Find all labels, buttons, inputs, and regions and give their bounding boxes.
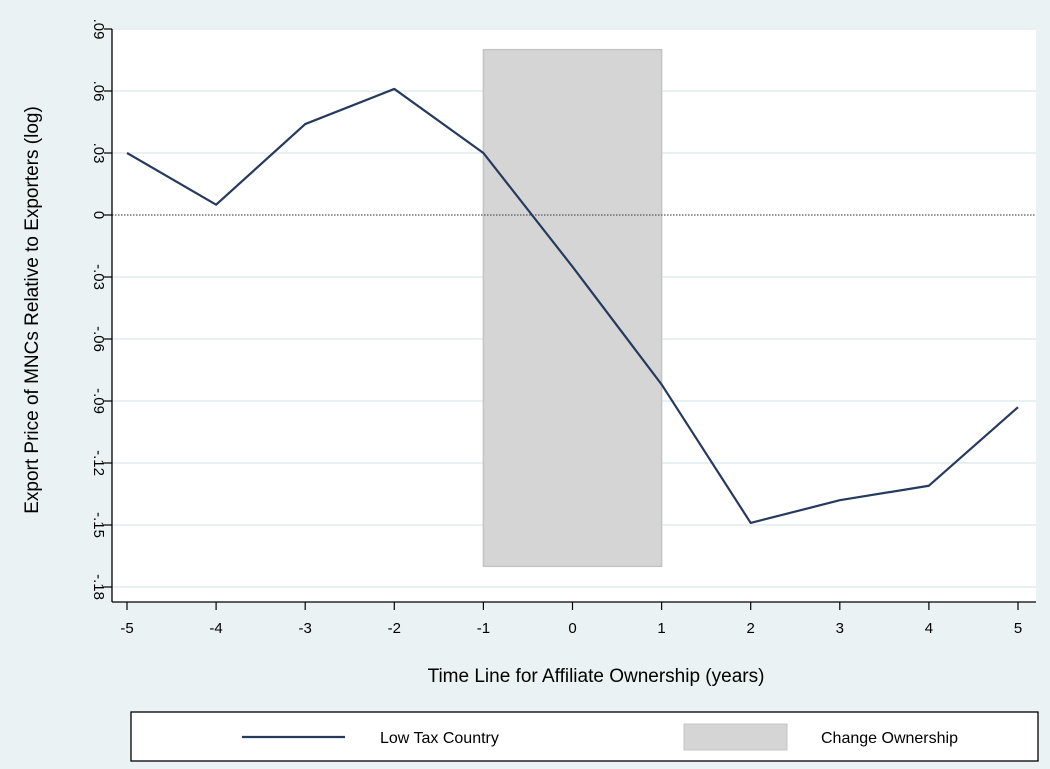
shaded-region-layer: [482, 48, 663, 568]
y-tick-label: .09: [90, 19, 107, 40]
series-layer: [126, 87, 1019, 525]
x-tick-label: 4: [925, 620, 933, 637]
y-tick-label: 0: [90, 211, 107, 219]
y-tick-label: -.15: [90, 512, 107, 538]
x-tick-label: -2: [388, 620, 401, 637]
legend: Low Tax Country Change Ownership: [130, 711, 1039, 762]
x-tick-label: -4: [209, 620, 222, 637]
x-tick-label: -1: [477, 620, 490, 637]
x-tick-label: 2: [747, 620, 755, 637]
legend-label-change-ownership: Change Ownership: [821, 730, 958, 747]
y-tick-label: -.06: [90, 326, 107, 352]
series-line-low-tax-country: [126, 87, 1019, 525]
y-tick-label: -.03: [90, 264, 107, 290]
y-axis-label: Export Price of MNCs Relative to Exporte…: [22, 106, 43, 514]
x-tick-label: 5: [1014, 620, 1022, 637]
y-tick-label: .06: [90, 81, 107, 102]
legend-box-swatch: [683, 723, 788, 751]
y-tick-label: -.12: [90, 450, 107, 476]
y-tick-label: -.18: [90, 574, 107, 600]
x-tick-label: -3: [299, 620, 312, 637]
y-tick-label: .03: [90, 143, 107, 164]
x-axis-label: Time Line for Affiliate Ownership (years…: [428, 666, 765, 687]
x-tick-label: 0: [568, 620, 576, 637]
axes: [104, 28, 1036, 610]
x-tick-label: 1: [657, 620, 665, 637]
shaded-region-change-ownership: [482, 48, 663, 568]
x-tick-label: 3: [836, 620, 844, 637]
y-tick-label: -.09: [90, 388, 107, 414]
tick-labels: -.18 -.15 -.12 -.09 -.06 -.03 0 .03 .06 .09 -5 -4 -3…: [90, 19, 1022, 637]
x-tick-label: -5: [120, 620, 133, 637]
legend-label-low-tax-country: Low Tax Country: [380, 730, 499, 747]
